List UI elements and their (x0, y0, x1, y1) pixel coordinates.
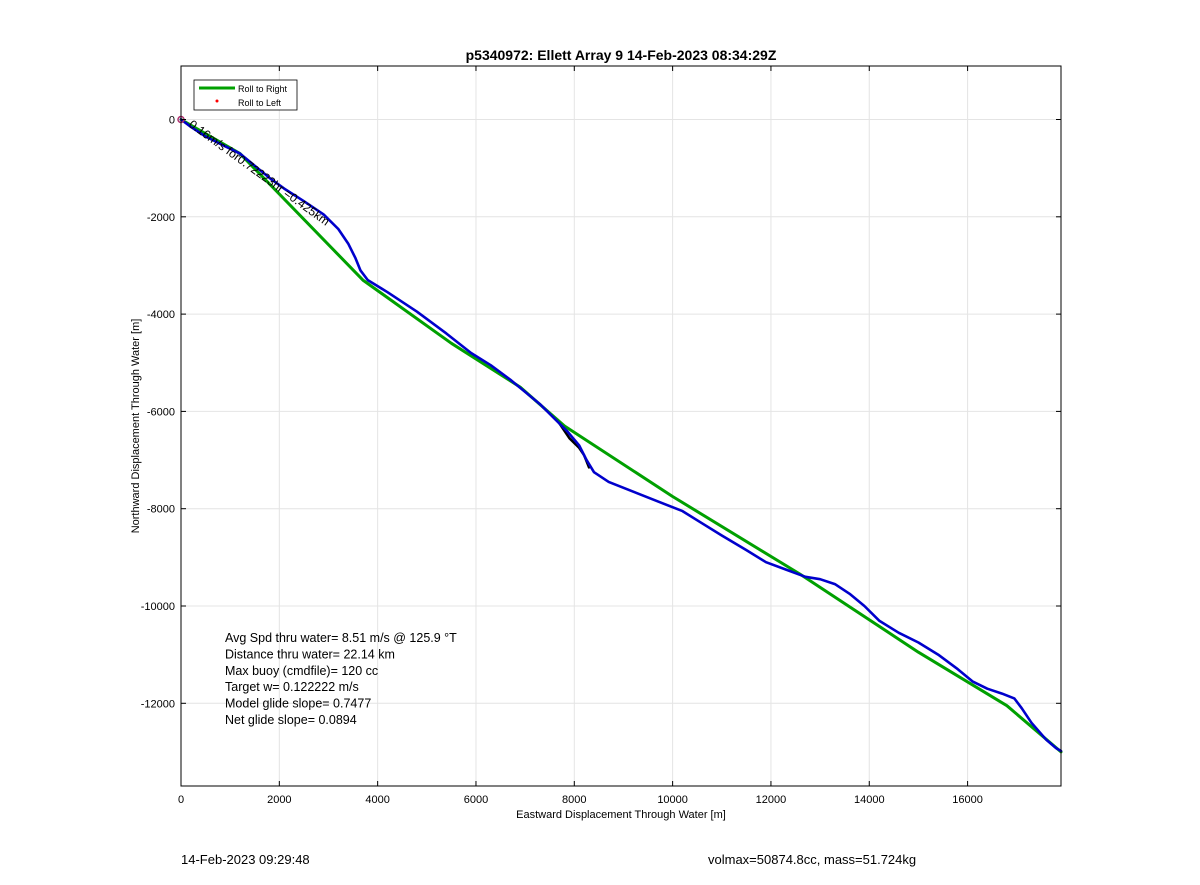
y-tick-label: -6000 (147, 406, 175, 418)
legend-box (193, 79, 298, 111)
stats-line: Avg Spd thru water= 8.51 m/s @ 125.9 °T (225, 631, 457, 645)
y-axis-label: Northward Displacement Through Water [m] (130, 319, 142, 534)
footer-volmax-mass: volmax=50874.8cc, mass=51.724kg (708, 852, 917, 867)
x-tick-label: 12000 (756, 794, 787, 806)
stats-line: Model glide slope= 0.7477 (225, 697, 371, 711)
stats-line: Net glide slope= 0.0894 (225, 713, 357, 727)
x-tick-label: 4000 (365, 794, 389, 806)
x-tick-label: 10000 (657, 794, 688, 806)
x-tick-label: 2000 (267, 794, 291, 806)
stats-line: Target w= 0.122222 m/s (225, 680, 359, 694)
x-axis-label: Eastward Displacement Through Water [m] (516, 809, 726, 821)
footer-timestamp: 14-Feb-2023 09:29:48 (181, 852, 310, 867)
legend-label-right: Roll to Right (238, 84, 288, 94)
x-tick-label: 8000 (562, 794, 586, 806)
y-tick-label: -10000 (141, 601, 175, 613)
x-tick-label: 14000 (854, 794, 885, 806)
x-tick-label: 0 (178, 794, 184, 806)
x-tick-label: 16000 (952, 794, 983, 806)
y-tick-label: -4000 (147, 309, 175, 321)
chart-title: p5340972: Ellett Array 9 14-Feb-2023 08:… (466, 47, 777, 63)
legend-label-left: Roll to Left (238, 98, 282, 108)
y-tick-label: 0 (169, 115, 175, 127)
rotated-speed-label: 0.16m/s for0.72223hr =0.425km (186, 117, 332, 229)
annotations: 0.16m/s for0.72223hr =0.425km Avg Spd thr… (186, 117, 457, 727)
y-tick-label: -12000 (141, 698, 175, 710)
stats-line: Max buoy (cmdfile)= 120 cc (225, 664, 378, 678)
grid (180, 66, 1061, 786)
ticks: 0 2000 4000 6000 8000 10000 12000 14000 16000 0 -2… (141, 66, 1061, 806)
legend: Roll to Right Roll to Left (193, 79, 298, 111)
x-tick-label: 6000 (464, 794, 488, 806)
series-line-2 (179, 118, 1063, 753)
series-line-0 (179, 118, 1063, 754)
y-tick-label: -8000 (147, 504, 175, 516)
y-tick-label: -2000 (147, 212, 175, 224)
axes-box (180, 65, 1062, 787)
stats-line: Distance thru water= 22.14 km (225, 647, 395, 661)
legend-swatch-left (215, 99, 219, 103)
